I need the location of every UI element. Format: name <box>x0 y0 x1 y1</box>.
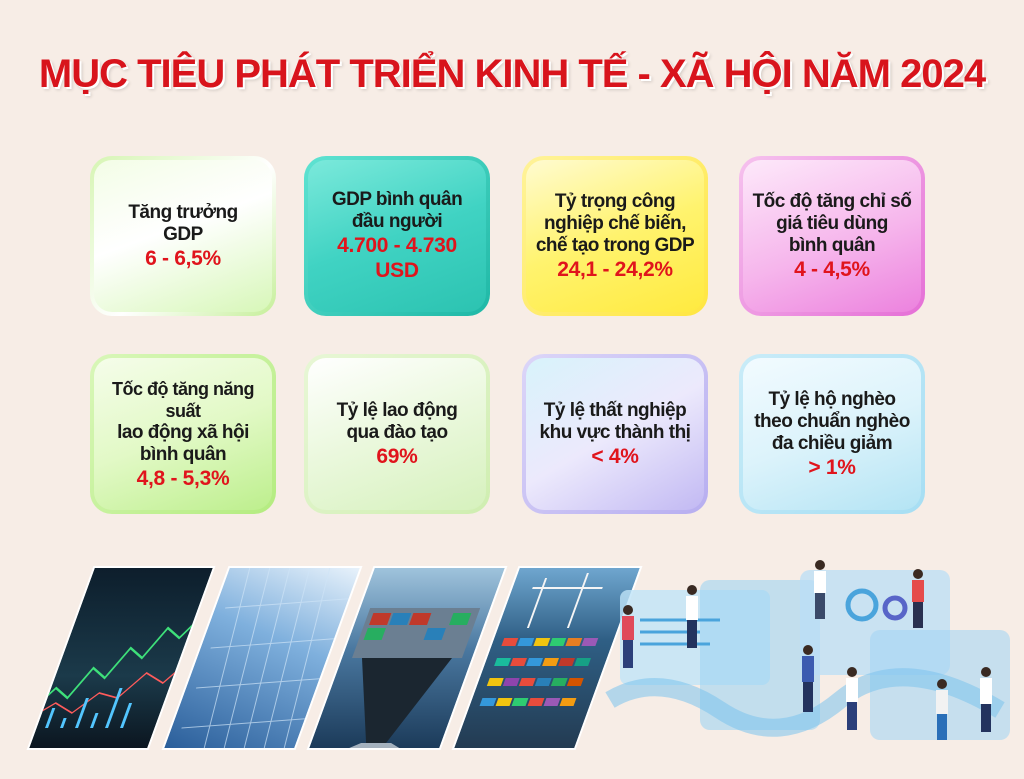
card-value: 24,1 - 24,2% <box>557 257 673 281</box>
card-gdp-per-capita: GDP bình quân đầu người 4.700 - 4.730 US… <box>304 156 490 316</box>
card-label: khu vực thành thị <box>539 421 691 443</box>
card-manufacturing-share: Tỷ trọng công nghiệp chế biến, chế tạo t… <box>522 156 708 316</box>
card-gdp-growth: Tăng trưởng GDP 6 - 6,5% <box>90 156 276 316</box>
card-value: > 1% <box>808 455 856 479</box>
card-label: bình quân <box>139 443 227 465</box>
card-label: Tăng trưởng <box>128 201 238 223</box>
card-value: < 4% <box>591 444 639 468</box>
card-label: Tỷ lệ hộ nghèo <box>768 388 896 410</box>
card-label: nghiệp chế biến, <box>544 212 686 234</box>
card-label: Tỷ trọng công <box>554 190 676 212</box>
card-value: 6 - 6,5% <box>145 246 221 270</box>
card-value-unit: USD <box>375 259 419 282</box>
illustration-strip <box>0 560 1024 779</box>
card-cpi-growth: Tốc độ tăng chỉ số giá tiêu dùng bình qu… <box>739 156 925 316</box>
card-value: 69% <box>376 444 418 468</box>
card-label: lao động xã hội <box>117 421 249 443</box>
card-label: đa chiều giảm <box>771 432 893 454</box>
card-label: theo chuẩn nghèo <box>754 410 910 432</box>
card-label: chế tạo trong GDP <box>535 234 695 256</box>
card-label: bình quân <box>788 234 876 256</box>
cargo-ship-photo <box>306 566 508 750</box>
card-label: Tốc độ tăng chỉ số <box>752 190 912 212</box>
business-people-dashboard-illustration <box>600 560 1024 770</box>
card-label: giá tiêu dùng <box>776 212 888 234</box>
card-labor-productivity: Tốc độ tăng năng suất lao động xã hội bì… <box>90 354 276 514</box>
skyscraper-photo <box>161 566 363 750</box>
card-urban-unemployment: Tỷ lệ thất nghiệp khu vực thành thị < 4% <box>522 354 708 514</box>
card-value: 4 - 4,5% <box>794 257 870 281</box>
card-trained-labor: Tỷ lệ lao động qua đào tạo 69% <box>304 354 490 514</box>
card-label: đầu người <box>351 211 443 232</box>
card-label: Tốc độ tăng năng suất <box>112 378 255 421</box>
card-poverty-rate: Tỷ lệ hộ nghèo theo chuẩn nghèo đa chiều… <box>739 354 925 514</box>
container-port-photo <box>451 566 643 750</box>
page-title: MỤC TIÊU PHÁT TRIỂN KINH TẾ - XÃ HỘI NĂM… <box>38 52 986 96</box>
card-value: 4,8 - 5,3% <box>136 466 230 490</box>
card-label: Tỷ lệ lao động <box>336 399 458 421</box>
card-label: Tỷ lệ thất nghiệp <box>543 399 687 421</box>
card-label: GDP <box>163 223 203 245</box>
stock-chart-photo <box>26 566 216 750</box>
card-label: qua đào tạo <box>346 421 448 443</box>
card-value: 4.700 - 4.730 <box>337 234 457 257</box>
card-label: GDP bình quân <box>331 189 463 210</box>
